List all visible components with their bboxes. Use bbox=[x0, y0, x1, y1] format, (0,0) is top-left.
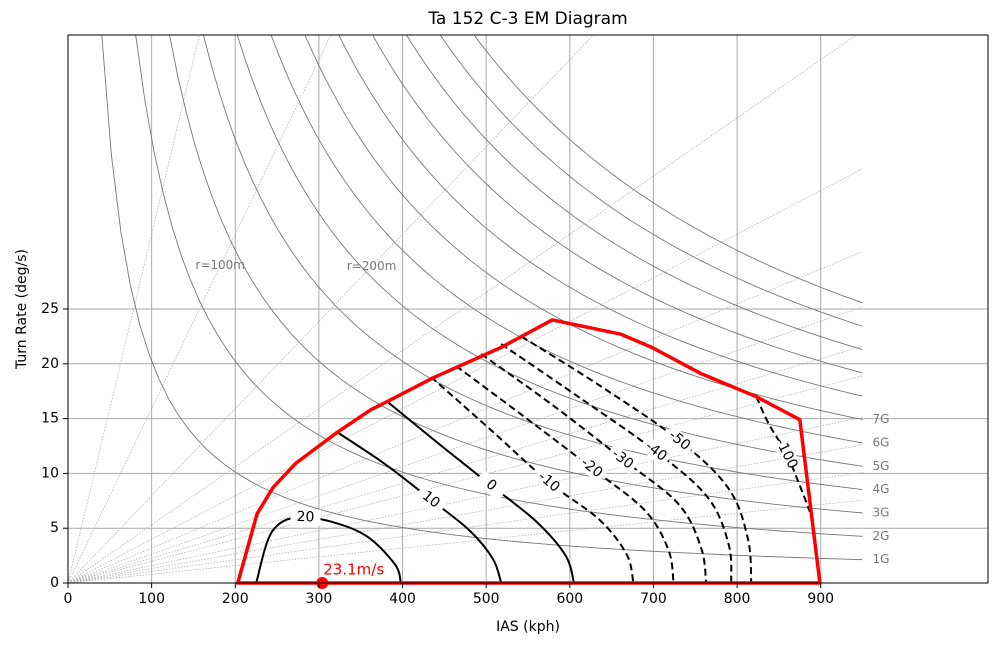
load-factor-curve bbox=[101, 34, 863, 561]
load-factor-curve bbox=[439, 34, 863, 327]
contour-line bbox=[335, 430, 503, 584]
y-tick-label: 10 bbox=[41, 465, 59, 481]
load-factor-curve bbox=[473, 34, 863, 304]
radius-line bbox=[67, 34, 594, 584]
contour-label-bg bbox=[772, 436, 801, 471]
y-tick-label: 20 bbox=[41, 356, 59, 372]
x-axis-label: IAS (kph) bbox=[496, 619, 560, 635]
load-factor-curve bbox=[304, 34, 863, 421]
contour-line bbox=[480, 353, 708, 584]
contour-label-group: 0 bbox=[474, 469, 508, 502]
load-factor-curve bbox=[202, 34, 863, 491]
y-axis-label: Turn Rate (deg/s) bbox=[14, 249, 30, 370]
radius-line bbox=[67, 306, 863, 584]
radius-line bbox=[67, 168, 863, 584]
load-factor-label: 5G bbox=[873, 459, 890, 473]
radius-line bbox=[67, 444, 863, 584]
contour-label-bg bbox=[662, 424, 697, 457]
contour-label-bg bbox=[574, 452, 609, 484]
x-tick-label: 300 bbox=[306, 591, 333, 607]
x-tick-label: 800 bbox=[724, 591, 751, 607]
load-factor-curve bbox=[236, 34, 863, 467]
x-tick-label: 900 bbox=[807, 591, 834, 607]
radius-line bbox=[67, 499, 863, 584]
load-factor-label: 4G bbox=[873, 482, 890, 496]
load-factor-label: 6G bbox=[873, 435, 890, 449]
radius-label: r=200m bbox=[347, 259, 397, 273]
radius-line bbox=[67, 416, 863, 584]
radius-label: r=100m bbox=[195, 258, 245, 272]
contour-label-bg bbox=[290, 508, 321, 526]
contour-label-bg bbox=[532, 466, 566, 498]
x-tick-label: 200 bbox=[222, 591, 249, 607]
x-tick-label: 100 bbox=[138, 591, 165, 607]
contour-line bbox=[430, 376, 635, 584]
contour-label-bg bbox=[639, 435, 673, 468]
load-factor-curve bbox=[406, 34, 863, 351]
contour-line bbox=[520, 335, 753, 584]
max-climb-label: 23.1m/s bbox=[323, 561, 384, 579]
contour-label: 20 bbox=[296, 509, 314, 525]
load-factor-label: 7G bbox=[873, 412, 890, 426]
contour-label-bg bbox=[605, 443, 640, 475]
x-tick-label: 400 bbox=[389, 591, 416, 607]
contour-line bbox=[255, 516, 402, 584]
load-factor-label: 2G bbox=[873, 529, 890, 543]
contour-label-bg bbox=[474, 469, 508, 502]
radius-line bbox=[67, 34, 200, 584]
contour-line bbox=[455, 365, 675, 584]
load-factor-label: 3G bbox=[873, 505, 890, 519]
load-factor-curve bbox=[372, 34, 863, 374]
load-factor-label: 1G bbox=[873, 552, 890, 566]
y-tick-label: 5 bbox=[50, 520, 59, 536]
radius-line bbox=[67, 251, 863, 584]
flight-envelope bbox=[236, 318, 822, 585]
radius-line bbox=[67, 34, 332, 584]
load-factor-curve bbox=[270, 34, 863, 444]
x-tick-label: 0 bbox=[64, 591, 73, 607]
x-tick-label: 600 bbox=[556, 591, 583, 607]
contour-line bbox=[755, 396, 811, 513]
radius-line bbox=[67, 34, 857, 584]
chart-title: Ta 152 C-3 EM Diagram bbox=[427, 9, 627, 29]
y-tick-label: 15 bbox=[41, 411, 59, 427]
y-tick-label: 0 bbox=[50, 575, 59, 591]
contour-line bbox=[500, 343, 733, 584]
y-tick-label: 25 bbox=[41, 301, 59, 317]
load-factor-curve bbox=[338, 34, 863, 397]
contour-label-group: -10 bbox=[532, 466, 566, 498]
contour-label-bg bbox=[414, 484, 448, 516]
x-tick-label: 500 bbox=[473, 591, 500, 607]
x-tick-label: 700 bbox=[640, 591, 667, 607]
contour-line bbox=[386, 400, 575, 584]
radius-line bbox=[67, 375, 863, 584]
load-factor-curve bbox=[169, 34, 863, 514]
contour-label-group: 20 bbox=[290, 508, 321, 526]
